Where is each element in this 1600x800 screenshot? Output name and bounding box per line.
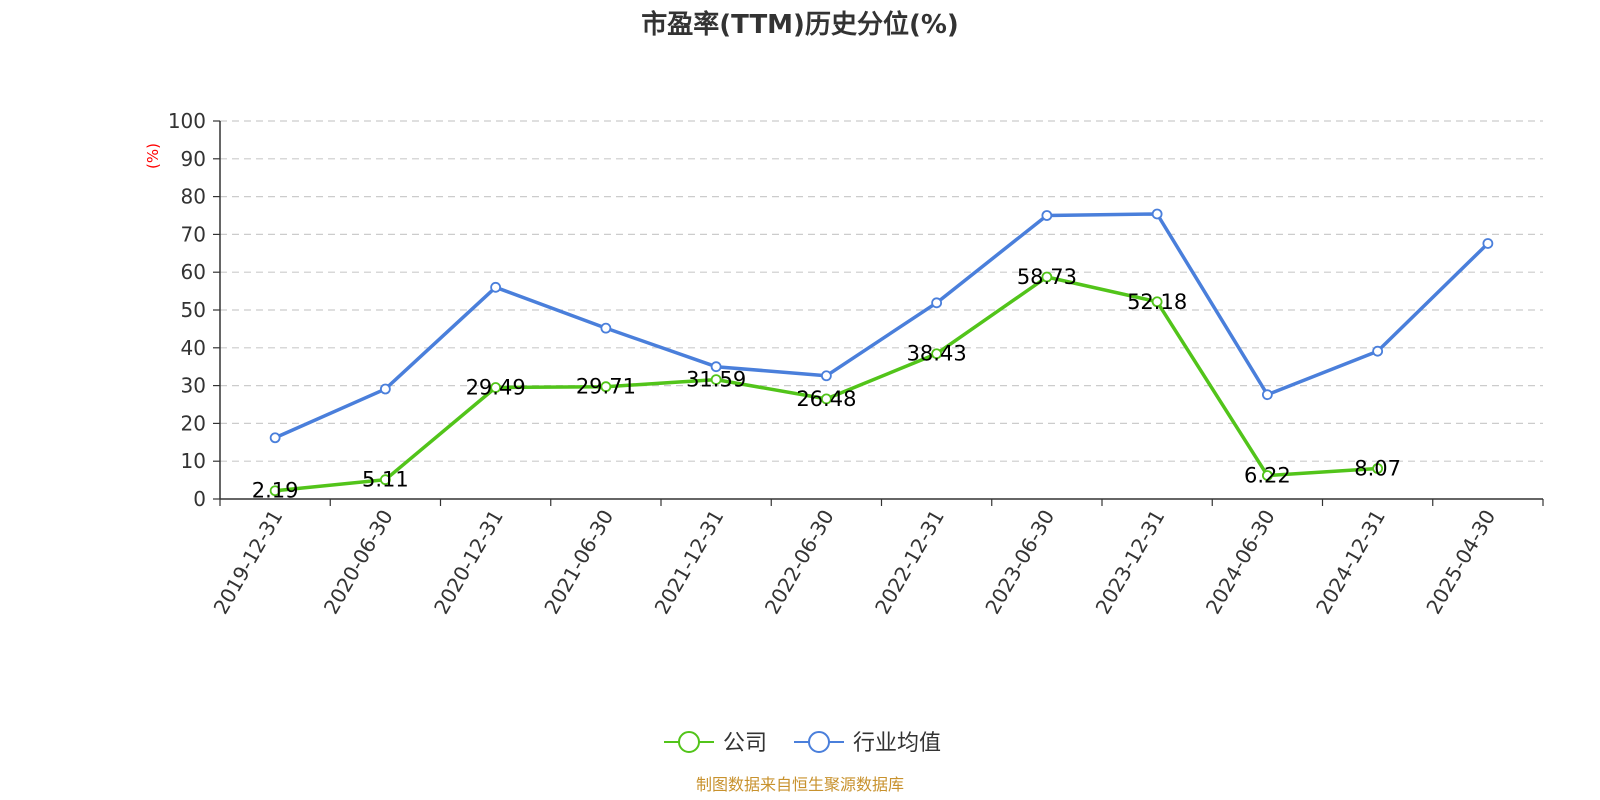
data-label: 8.07 [1354, 456, 1401, 480]
series-line-1 [274, 212, 1490, 440]
y-tick-label: 60 [181, 260, 206, 284]
data-point [710, 361, 722, 373]
x-tick-label: 2022-12-31 [870, 506, 949, 619]
legend-label: 公司 [723, 731, 767, 756]
y-tick-label: 0 [193, 487, 206, 511]
data-point [931, 297, 943, 309]
data-point [379, 474, 391, 486]
x-tick-label: 2023-12-31 [1091, 506, 1170, 619]
data-point [1372, 463, 1384, 474]
chart-title: 市盈率(TTM)历史分位(%) [641, 9, 959, 40]
x-tick-label: 2022-06-30 [760, 506, 839, 619]
x-tick-label: 2025-04-30 [1421, 506, 1500, 619]
data-point [600, 322, 612, 334]
data-label: 38.43 [907, 342, 967, 366]
y-tick-label: 50 [181, 298, 206, 322]
data-point [600, 381, 612, 393]
data-label: 58.73 [1017, 265, 1077, 289]
data-label: 6.22 [1244, 463, 1291, 487]
data-label: 26.48 [796, 387, 856, 411]
data-point [1151, 296, 1163, 308]
grid-lines [220, 120, 1543, 462]
x-tick-label: 2019-12-31 [209, 506, 288, 619]
y-tick-label: 90 [181, 147, 206, 171]
data-label: 5.11 [362, 468, 409, 492]
data-labels: 2.19 5.11 29.49 29.71 31.59 26.48 38.43 58.73 52… [252, 265, 1401, 503]
y-tick-label: 70 [181, 222, 206, 246]
y-tick-labels: 0 10 20 30 40 50 60 70 80 90 100 [168, 109, 206, 511]
data-point [931, 348, 943, 360]
data-point [820, 393, 832, 405]
x-tick-label: 2021-06-30 [539, 506, 618, 619]
data-point [379, 383, 391, 395]
legend-item-1[interactable]: 行业均值 [794, 731, 941, 756]
x-tick-label: 2020-06-30 [319, 506, 398, 619]
legend[interactable]: 公司 行业均值 [664, 731, 941, 756]
data-label: 29.49 [466, 376, 526, 400]
x-tick-label: 2021-12-31 [650, 506, 729, 619]
data-label: 52.18 [1127, 290, 1187, 314]
data-label: 2.19 [252, 479, 299, 503]
data-label: 29.71 [576, 375, 636, 399]
data-point [1482, 238, 1494, 249]
x-tick-labels: 2019-12-31 2020-06-30 2020-12-31 2021-06-30… [209, 506, 1501, 619]
legend-item-0[interactable]: 公司 [664, 731, 767, 756]
data-point [490, 281, 502, 293]
data-point [1151, 208, 1163, 220]
data-point [1041, 271, 1053, 283]
x-tick-label: 2023-06-30 [980, 506, 1059, 619]
y-tick-label: 80 [181, 185, 206, 209]
data-point [490, 382, 502, 393]
y-tick-label: 30 [181, 374, 206, 398]
y-tick-label: 10 [181, 449, 206, 473]
data-point [710, 374, 722, 385]
axes [213, 120, 1544, 506]
y-tick-label: 40 [181, 336, 206, 360]
y-tick-label: 100 [168, 109, 206, 133]
x-tick-label: 2024-12-31 [1311, 506, 1390, 619]
data-point [1372, 345, 1384, 357]
data-point [1041, 210, 1053, 221]
legend-label: 行业均值 [853, 731, 941, 756]
data-point [269, 432, 281, 444]
y-tick-label: 20 [181, 411, 206, 435]
data-point [269, 485, 281, 497]
data-point [820, 370, 832, 382]
series-group [269, 208, 1494, 497]
legend-swatch-marker [678, 731, 700, 753]
y-axis-unit: (%) [144, 143, 162, 169]
x-tick-label: 2020-12-31 [429, 506, 508, 619]
legend-swatch-marker [808, 731, 830, 753]
source-note: 制图数据来自恒生聚源数据库 [696, 775, 904, 794]
series-line-0 [274, 275, 1378, 493]
data-point [1261, 470, 1273, 481]
data-point [1261, 389, 1273, 401]
x-tick-label: 2024-06-30 [1201, 506, 1280, 619]
data-label: 31.59 [686, 368, 746, 392]
